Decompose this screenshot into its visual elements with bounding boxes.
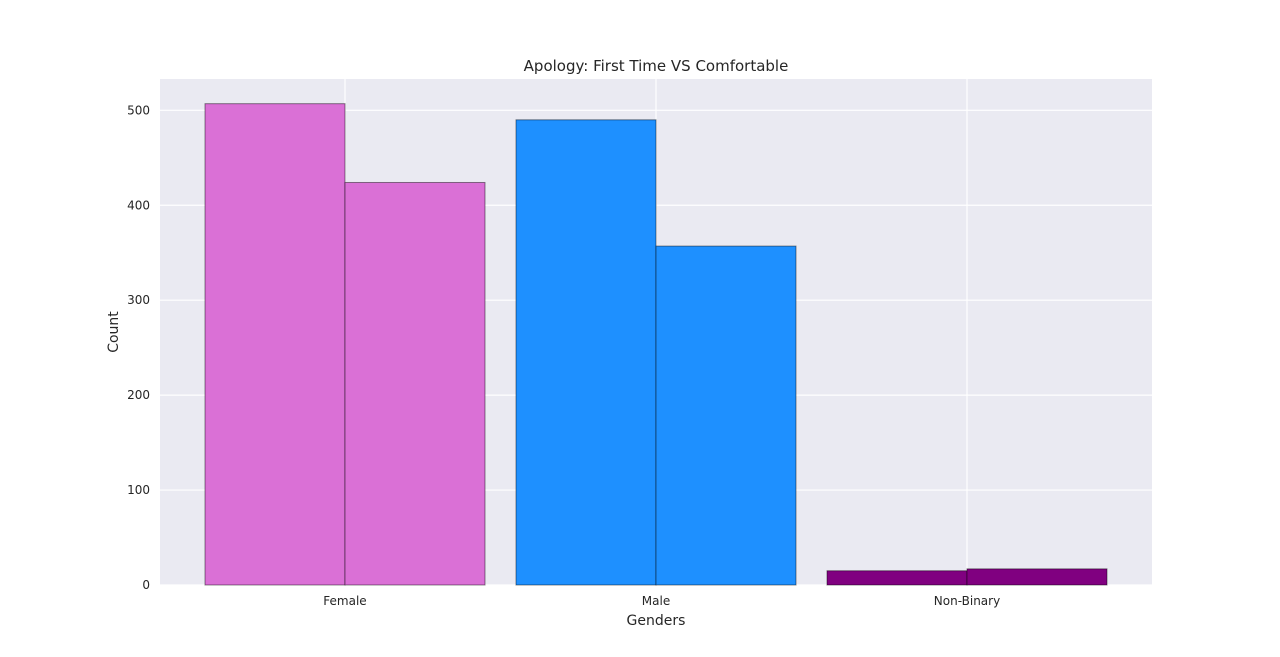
y-axis-label: Count bbox=[106, 311, 122, 353]
bar-non-binary-1 bbox=[826, 570, 968, 586]
bar-male-1 bbox=[515, 119, 657, 586]
y-tick-label-100: 100 bbox=[127, 483, 150, 497]
y-axis-ticks: 0 100 200 300 400 500 bbox=[127, 103, 150, 592]
y-tick-label-200: 200 bbox=[127, 388, 150, 402]
x-axis-ticks: Female Male Non-Binary bbox=[323, 594, 1000, 608]
x-tick-label-non-binary: Non-Binary bbox=[934, 594, 1000, 608]
chart-title: Apology: First Time VS Comfortable bbox=[524, 57, 789, 75]
bar-non-binary-2 bbox=[966, 568, 1108, 586]
x-tick-label-female: Female bbox=[323, 594, 366, 608]
bar-female-1 bbox=[204, 103, 346, 586]
y-tick-label-500: 500 bbox=[127, 103, 150, 117]
y-tick-label-300: 300 bbox=[127, 293, 150, 307]
y-tick-label-400: 400 bbox=[127, 198, 150, 212]
bars bbox=[204, 103, 1108, 586]
x-tick-label-male: Male bbox=[642, 594, 670, 608]
y-tick-label-0: 0 bbox=[142, 578, 150, 592]
x-axis-label: Genders bbox=[627, 613, 686, 629]
bar-male-2 bbox=[655, 245, 797, 586]
bar-female-2 bbox=[344, 181, 486, 586]
